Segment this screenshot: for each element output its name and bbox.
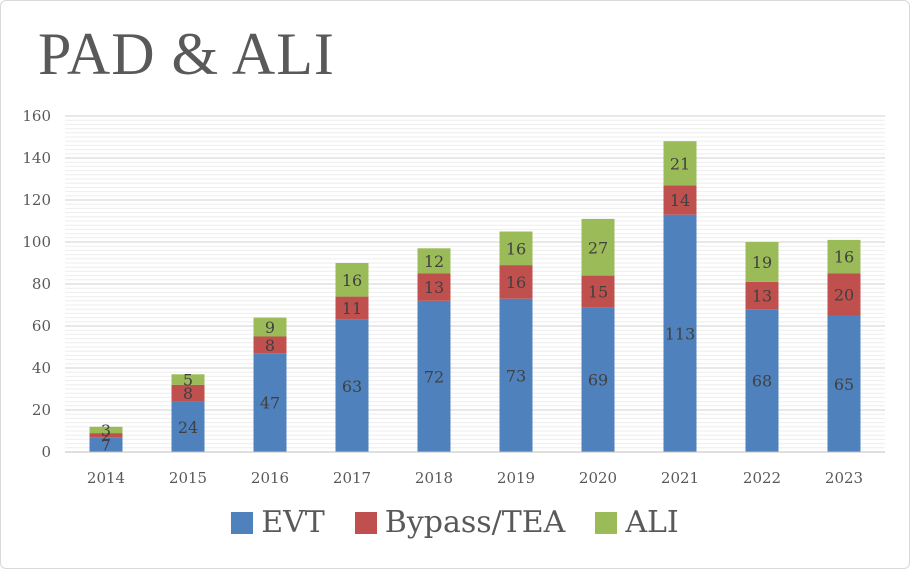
data-label: 72 bbox=[424, 367, 444, 386]
data-label: 2 bbox=[101, 426, 111, 445]
x-tick-label: 2019 bbox=[497, 469, 535, 487]
data-label: 15 bbox=[588, 282, 608, 301]
bar-segment-ali-2018 bbox=[417, 248, 451, 274]
bar-segment-evt-2021 bbox=[663, 214, 697, 452]
x-tick-label: 2020 bbox=[579, 469, 617, 487]
bar-segment-evt-2023 bbox=[827, 315, 861, 452]
data-label: 24 bbox=[178, 418, 198, 437]
data-label: 19 bbox=[752, 253, 772, 272]
bar-segment-ali-2023 bbox=[827, 239, 861, 274]
x-tick-label: 2015 bbox=[169, 469, 207, 487]
bar-segment-evt-2019 bbox=[499, 298, 533, 452]
legend-item: EVT bbox=[231, 508, 325, 538]
bar-segment-bypass-tea-2015 bbox=[171, 384, 205, 402]
y-tick-label: 0 bbox=[41, 443, 51, 461]
bar-segment-ali-2017 bbox=[335, 263, 369, 297]
bar-segment-ali-2014 bbox=[89, 426, 123, 434]
y-tick-label: 60 bbox=[32, 317, 51, 335]
x-tick-label: 2014 bbox=[87, 469, 125, 487]
bar-segment-ali-2016 bbox=[253, 317, 287, 337]
bar-segment-bypass-tea-2023 bbox=[827, 273, 861, 316]
bar-segment-bypass-tea-2016 bbox=[253, 336, 287, 354]
bar-segment-ali-2022 bbox=[745, 242, 779, 282]
bar-segment-bypass-tea-2020 bbox=[581, 275, 615, 308]
data-label: 13 bbox=[752, 287, 772, 306]
bar-segment-bypass-tea-2021 bbox=[663, 185, 697, 215]
legend-label: Bypass/TEA bbox=[384, 505, 566, 540]
x-tick-label: 2018 bbox=[415, 469, 453, 487]
data-label: 9 bbox=[265, 318, 275, 337]
bar-segment-ali-2019 bbox=[499, 231, 533, 266]
data-label: 73 bbox=[506, 366, 526, 385]
data-label: 14 bbox=[670, 191, 690, 210]
data-label: 11 bbox=[342, 299, 362, 318]
x-tick-label: 2022 bbox=[743, 469, 781, 487]
data-label: 47 bbox=[260, 394, 280, 413]
bar-segment-evt-2018 bbox=[417, 300, 451, 452]
bar-segment-ali-2021 bbox=[663, 141, 697, 186]
data-label: 5 bbox=[183, 371, 193, 390]
chart-title: PAD & ALI bbox=[38, 21, 335, 87]
chart-legend: EVT Bypass/TEA ALI bbox=[0, 508, 910, 538]
legend-label: ALI bbox=[625, 505, 679, 540]
data-label: 3 bbox=[101, 421, 111, 440]
data-label: 8 bbox=[183, 384, 193, 403]
y-tick-label: 100 bbox=[22, 233, 51, 251]
x-tick-label: 2016 bbox=[251, 469, 289, 487]
legend-swatch bbox=[231, 512, 254, 534]
y-tick-label: 160 bbox=[22, 107, 51, 125]
y-tick-label: 20 bbox=[32, 401, 51, 419]
legend-label: EVT bbox=[261, 505, 325, 540]
data-label: 113 bbox=[665, 324, 696, 343]
data-label: 69 bbox=[588, 371, 608, 390]
legend-swatch bbox=[354, 512, 377, 534]
x-tick-label: 2023 bbox=[825, 469, 863, 487]
data-label: 16 bbox=[506, 239, 526, 258]
data-label: 8 bbox=[265, 336, 275, 355]
bar-segment-evt-2014 bbox=[89, 437, 123, 452]
bar-segment-bypass-tea-2017 bbox=[335, 296, 369, 320]
bar-segment-evt-2016 bbox=[253, 353, 287, 452]
y-tick-label: 80 bbox=[32, 275, 51, 293]
bar-segment-bypass-tea-2022 bbox=[745, 281, 779, 310]
data-label: 27 bbox=[588, 238, 608, 257]
data-label: 16 bbox=[506, 273, 526, 292]
data-label: 16 bbox=[342, 271, 362, 290]
legend-item: Bypass/TEA bbox=[354, 505, 566, 540]
bar-segment-bypass-tea-2019 bbox=[499, 265, 533, 299]
x-tick-label: 2021 bbox=[661, 469, 699, 487]
data-label: 16 bbox=[834, 248, 854, 267]
data-label: 63 bbox=[342, 377, 362, 396]
y-tick-label: 140 bbox=[22, 149, 51, 167]
x-tick-label: 2017 bbox=[333, 469, 371, 487]
bar-segment-evt-2020 bbox=[581, 307, 615, 452]
bar-segment-bypass-tea-2018 bbox=[417, 273, 451, 301]
data-label: 12 bbox=[424, 252, 444, 271]
legend-swatch bbox=[595, 512, 618, 534]
bar-segment-bypass-tea-2014 bbox=[89, 433, 123, 438]
data-label: 68 bbox=[752, 372, 772, 391]
bar-segment-ali-2020 bbox=[581, 218, 615, 276]
data-label: 20 bbox=[834, 286, 854, 305]
data-label: 7 bbox=[101, 436, 111, 455]
y-tick-label: 40 bbox=[32, 359, 51, 377]
y-tick-label: 120 bbox=[22, 191, 51, 209]
data-label: 21 bbox=[670, 154, 690, 173]
bar-segment-ali-2015 bbox=[171, 374, 205, 385]
data-label: 65 bbox=[834, 375, 854, 394]
legend-item: ALI bbox=[595, 505, 679, 540]
data-label: 13 bbox=[424, 278, 444, 297]
bar-segment-evt-2017 bbox=[335, 319, 369, 452]
bar-segment-evt-2015 bbox=[171, 401, 205, 452]
bar-segment-evt-2022 bbox=[745, 309, 779, 452]
